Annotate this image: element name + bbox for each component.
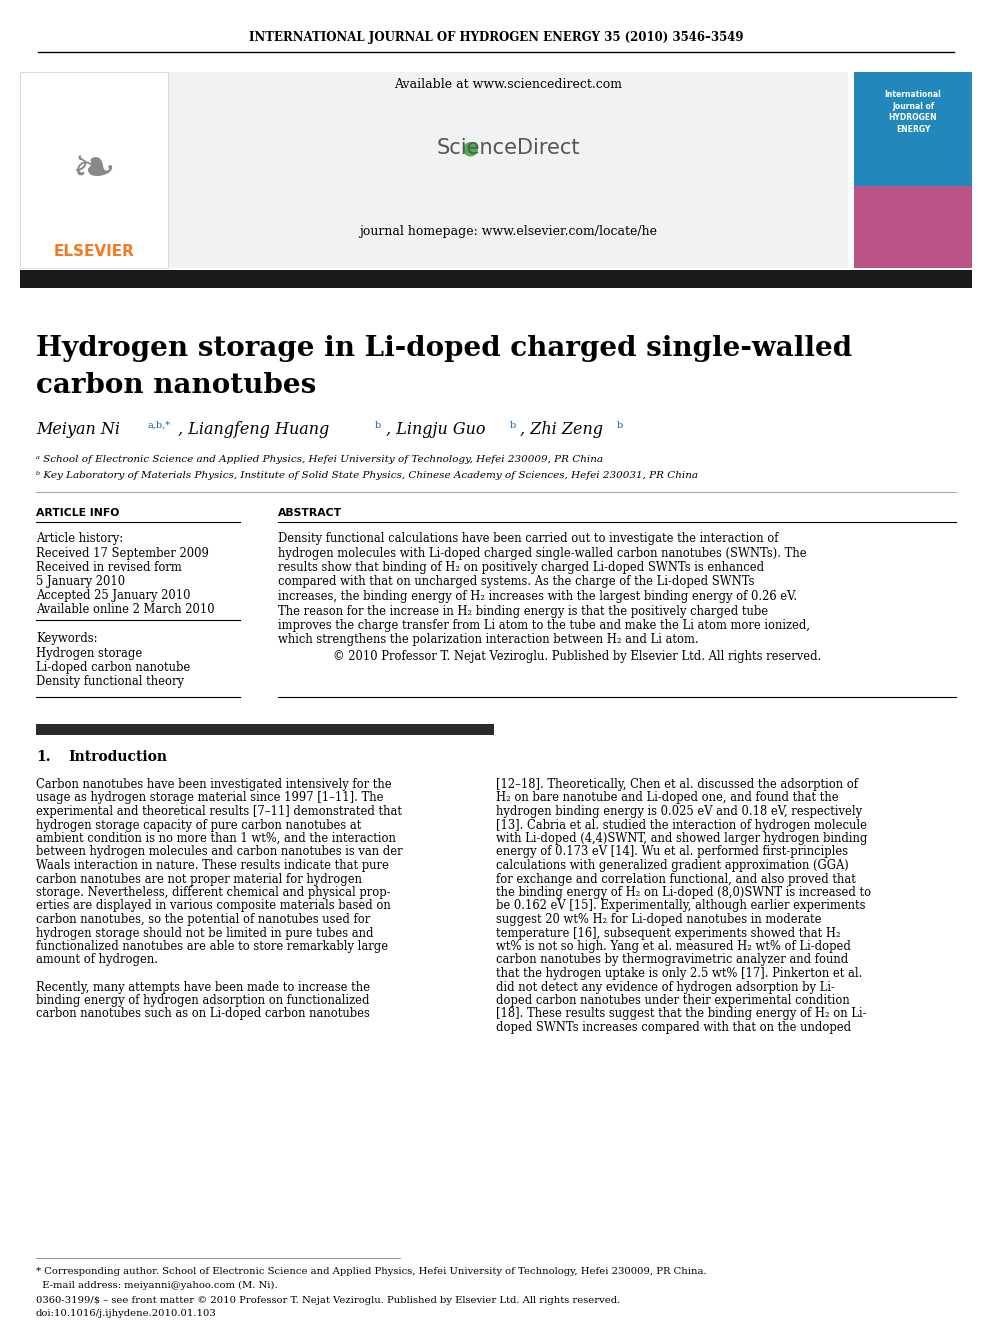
Text: functionalized nanotubes are able to store remarkably large: functionalized nanotubes are able to sto… bbox=[36, 941, 388, 953]
Text: ScienceDirect: ScienceDirect bbox=[436, 138, 579, 157]
Text: 0360-3199/$ – see front matter © 2010 Professor T. Nejat Veziroglu. Published by: 0360-3199/$ – see front matter © 2010 Pr… bbox=[36, 1297, 620, 1304]
Text: doped SWNTs increases compared with that on the undoped: doped SWNTs increases compared with that… bbox=[496, 1021, 851, 1035]
Text: erties are displayed in various composite materials based on: erties are displayed in various composit… bbox=[36, 900, 391, 913]
Text: , Liangfeng Huang: , Liangfeng Huang bbox=[178, 422, 329, 438]
Text: carbon nanotubes: carbon nanotubes bbox=[36, 372, 316, 400]
Text: Meiyan Ni: Meiyan Ni bbox=[36, 422, 120, 438]
Text: Received 17 September 2009: Received 17 September 2009 bbox=[36, 546, 209, 560]
Text: ᵃ School of Electronic Science and Applied Physics, Hefei University of Technolo: ᵃ School of Electronic Science and Appli… bbox=[36, 455, 603, 464]
Text: hydrogen storage should not be limited in pure tubes and: hydrogen storage should not be limited i… bbox=[36, 926, 374, 939]
Text: with Li-doped (4,4)SWNT, and showed larger hydrogen binding: with Li-doped (4,4)SWNT, and showed larg… bbox=[496, 832, 867, 845]
Text: carbon nanotubes, so the potential of nanotubes used for: carbon nanotubes, so the potential of na… bbox=[36, 913, 370, 926]
Text: the binding energy of H₂ on Li-doped (8,0)SWNT is increased to: the binding energy of H₂ on Li-doped (8,… bbox=[496, 886, 871, 900]
Text: for exchange and correlation functional, and also proved that: for exchange and correlation functional,… bbox=[496, 872, 856, 885]
FancyBboxPatch shape bbox=[854, 187, 972, 269]
Text: ambient condition is no more than 1 wt%, and the interaction: ambient condition is no more than 1 wt%,… bbox=[36, 832, 396, 845]
Text: , Lingju Guo: , Lingju Guo bbox=[386, 422, 485, 438]
Text: Carbon nanotubes have been investigated intensively for the: Carbon nanotubes have been investigated … bbox=[36, 778, 392, 791]
Text: energy of 0.173 eV [14]. Wu et al. performed first-principles: energy of 0.173 eV [14]. Wu et al. perfo… bbox=[496, 845, 848, 859]
Text: which strengthens the polarization interaction between H₂ and Li atom.: which strengthens the polarization inter… bbox=[278, 634, 698, 647]
Text: ABSTRACT: ABSTRACT bbox=[278, 508, 342, 519]
Text: be 0.162 eV [15]. Experimentally, although earlier experiments: be 0.162 eV [15]. Experimentally, althou… bbox=[496, 900, 865, 913]
Text: improves the charge transfer from Li atom to the tube and make the Li atom more : improves the charge transfer from Li ato… bbox=[278, 619, 810, 632]
Text: amount of hydrogen.: amount of hydrogen. bbox=[36, 954, 158, 967]
Text: a,b,*: a,b,* bbox=[148, 421, 172, 430]
Text: suggest 20 wt% H₂ for Li-doped nanotubes in moderate: suggest 20 wt% H₂ for Li-doped nanotubes… bbox=[496, 913, 821, 926]
Text: temperature [16], subsequent experiments showed that H₂: temperature [16], subsequent experiments… bbox=[496, 926, 840, 939]
Text: Li-doped carbon nanotube: Li-doped carbon nanotube bbox=[36, 662, 190, 673]
Text: © 2010 Professor T. Nejat Veziroglu. Published by Elsevier Ltd. All rights reser: © 2010 Professor T. Nejat Veziroglu. Pub… bbox=[333, 650, 821, 663]
Text: that the hydrogen uptake is only 2.5 wt% [17]. Pinkerton et al.: that the hydrogen uptake is only 2.5 wt%… bbox=[496, 967, 862, 980]
Text: Hydrogen storage: Hydrogen storage bbox=[36, 647, 142, 660]
FancyBboxPatch shape bbox=[20, 71, 168, 269]
Text: usage as hydrogen storage material since 1997 [1–11]. The: usage as hydrogen storage material since… bbox=[36, 791, 384, 804]
Text: doped carbon nanotubes under their experimental condition: doped carbon nanotubes under their exper… bbox=[496, 994, 850, 1007]
Text: E-mail address: meiyanni@yahoo.com (M. Ni).: E-mail address: meiyanni@yahoo.com (M. N… bbox=[36, 1281, 278, 1290]
Text: compared with that on uncharged systems. As the charge of the Li-doped SWNTs: compared with that on uncharged systems.… bbox=[278, 576, 755, 589]
Text: hydrogen storage capacity of pure carbon nanotubes at: hydrogen storage capacity of pure carbon… bbox=[36, 819, 361, 831]
FancyBboxPatch shape bbox=[854, 71, 972, 269]
FancyBboxPatch shape bbox=[20, 270, 972, 288]
Text: Accepted 25 January 2010: Accepted 25 January 2010 bbox=[36, 589, 190, 602]
Text: journal homepage: www.elsevier.com/locate/he: journal homepage: www.elsevier.com/locat… bbox=[359, 225, 657, 238]
Text: b: b bbox=[617, 421, 623, 430]
Text: Available at www.sciencedirect.com: Available at www.sciencedirect.com bbox=[394, 78, 622, 91]
Text: * Corresponding author. School of Electronic Science and Applied Physics, Hefei : * Corresponding author. School of Electr… bbox=[36, 1267, 706, 1275]
Text: wt% is not so high. Yang et al. measured H₂ wt% of Li-doped: wt% is not so high. Yang et al. measured… bbox=[496, 941, 851, 953]
Text: did not detect any evidence of hydrogen adsorption by Li-: did not detect any evidence of hydrogen … bbox=[496, 980, 835, 994]
Text: The reason for the increase in H₂ binding energy is that the positively charged : The reason for the increase in H₂ bindin… bbox=[278, 605, 768, 618]
Text: International
Journal of
HYDROGEN
ENERGY: International Journal of HYDROGEN ENERGY bbox=[885, 90, 941, 134]
Text: Article history:: Article history: bbox=[36, 532, 123, 545]
Text: between hydrogen molecules and carbon nanotubes is van der: between hydrogen molecules and carbon na… bbox=[36, 845, 403, 859]
Text: Waals interaction in nature. These results indicate that pure: Waals interaction in nature. These resul… bbox=[36, 859, 389, 872]
Text: Keywords:: Keywords: bbox=[36, 632, 97, 646]
Text: [13]. Cabria et al. studied the interaction of hydrogen molecule: [13]. Cabria et al. studied the interact… bbox=[496, 819, 867, 831]
Text: storage. Nevertheless, different chemical and physical prop-: storage. Nevertheless, different chemica… bbox=[36, 886, 391, 900]
Text: Introduction: Introduction bbox=[68, 750, 167, 763]
Text: hydrogen binding energy is 0.025 eV and 0.18 eV, respectively: hydrogen binding energy is 0.025 eV and … bbox=[496, 804, 862, 818]
Text: results show that binding of H₂ on positively charged Li-doped SWNTs is enhanced: results show that binding of H₂ on posit… bbox=[278, 561, 764, 574]
Text: INTERNATIONAL JOURNAL OF HYDROGEN ENERGY 35 (2010) 3546–3549: INTERNATIONAL JOURNAL OF HYDROGEN ENERGY… bbox=[249, 32, 743, 45]
Text: 5 January 2010: 5 January 2010 bbox=[36, 576, 125, 587]
FancyBboxPatch shape bbox=[168, 71, 848, 269]
Text: carbon nanotubes are not proper material for hydrogen: carbon nanotubes are not proper material… bbox=[36, 872, 362, 885]
Text: ●: ● bbox=[461, 139, 478, 157]
Text: calculations with generalized gradient approximation (GGA): calculations with generalized gradient a… bbox=[496, 859, 849, 872]
Text: Hydrogen storage in Li-doped charged single-walled: Hydrogen storage in Li-doped charged sin… bbox=[36, 335, 852, 363]
Text: experimental and theoretical results [7–11] demonstrated that: experimental and theoretical results [7–… bbox=[36, 804, 402, 818]
Text: hydrogen molecules with Li-doped charged single-walled carbon nanotubes (SWNTs).: hydrogen molecules with Li-doped charged… bbox=[278, 546, 806, 560]
Text: Density functional calculations have been carried out to investigate the interac: Density functional calculations have bee… bbox=[278, 532, 779, 545]
Text: [18]. These results suggest that the binding energy of H₂ on Li-: [18]. These results suggest that the bin… bbox=[496, 1008, 866, 1020]
Text: carbon nanotubes by thermogravimetric analyzer and found: carbon nanotubes by thermogravimetric an… bbox=[496, 954, 848, 967]
FancyBboxPatch shape bbox=[36, 724, 494, 736]
Text: Density functional theory: Density functional theory bbox=[36, 675, 184, 688]
Text: ❧: ❧ bbox=[71, 144, 116, 196]
Text: b: b bbox=[510, 421, 516, 430]
Text: increases, the binding energy of H₂ increases with the largest binding energy of: increases, the binding energy of H₂ incr… bbox=[278, 590, 798, 603]
Text: Recently, many attempts have been made to increase the: Recently, many attempts have been made t… bbox=[36, 980, 370, 994]
Text: Available online 2 March 2010: Available online 2 March 2010 bbox=[36, 603, 214, 617]
Text: b: b bbox=[375, 421, 381, 430]
Text: carbon nanotubes such as on Li-doped carbon nanotubes: carbon nanotubes such as on Li-doped car… bbox=[36, 1008, 370, 1020]
Text: Received in revised form: Received in revised form bbox=[36, 561, 182, 574]
Text: ELSEVIER: ELSEVIER bbox=[54, 245, 135, 259]
Text: ᵇ Key Laboratory of Materials Physics, Institute of Solid State Physics, Chinese: ᵇ Key Laboratory of Materials Physics, I… bbox=[36, 471, 698, 480]
Text: [12–18]. Theoretically, Chen et al. discussed the adsorption of: [12–18]. Theoretically, Chen et al. disc… bbox=[496, 778, 858, 791]
Text: ARTICLE INFO: ARTICLE INFO bbox=[36, 508, 119, 519]
Text: binding energy of hydrogen adsorption on functionalized: binding energy of hydrogen adsorption on… bbox=[36, 994, 369, 1007]
Text: H₂ on bare nanotube and Li-doped one, and found that the: H₂ on bare nanotube and Li-doped one, an… bbox=[496, 791, 838, 804]
Text: 1.: 1. bbox=[36, 750, 51, 763]
Text: , Zhi Zeng: , Zhi Zeng bbox=[520, 422, 603, 438]
Text: doi:10.1016/j.ijhydene.2010.01.103: doi:10.1016/j.ijhydene.2010.01.103 bbox=[36, 1308, 216, 1318]
